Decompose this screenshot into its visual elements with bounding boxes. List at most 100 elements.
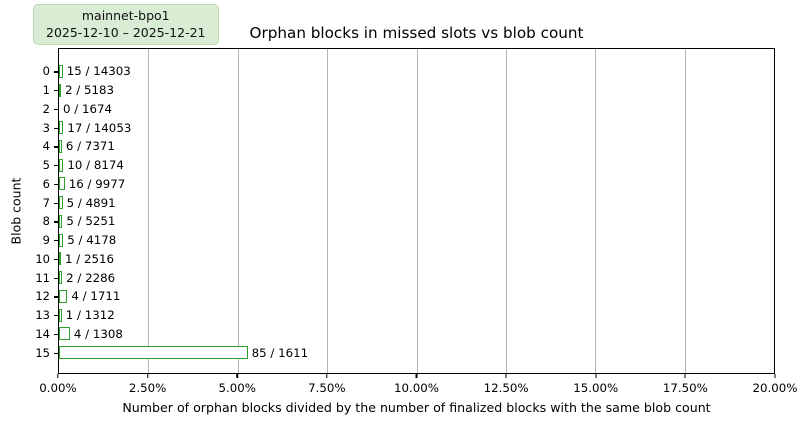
bar-row: 4 6 / 7371 [43,137,774,156]
bar-value-label: 0 / 1674 [63,101,113,116]
y-tick-label: 8 [42,214,50,229]
bar-value-label: 15 / 14303 [66,64,131,79]
bar-value-label: 16 / 9977 [68,176,126,191]
y-tick-label: 6 [42,176,50,191]
y-tick-label: 14 [35,326,50,341]
y-tick-mark [54,146,58,148]
bar-row: 14 4 / 1308 [35,325,774,344]
plot-area: 0 15 / 14303 1 2 / 5183 2 0 / 1674 3 17 / 14053… [35,48,775,374]
gridline [416,49,418,373]
gridline [684,49,686,373]
x-tick: 20.00% [752,374,798,395]
bar [59,64,63,78]
y-tick-label: 3 [42,120,50,135]
x-axis-label: Number of orphan blocks divided by the n… [122,400,711,415]
y-tick-mark [54,108,58,111]
bar [59,83,61,97]
bar-value-label: 85 / 1611 [251,345,309,360]
x-tick-mark [595,374,597,378]
x-tick-mark [774,374,776,378]
bar-row: 3 17 / 14053 [43,118,774,137]
badge-network-label: mainnet-bpo1 [81,8,170,23]
y-tick-label: 10 [35,251,50,266]
x-tick: 10.00% [394,374,439,395]
x-tick-mark [326,374,328,378]
x-tick: 12.50% [484,374,529,395]
x-tick-mark [505,374,507,378]
bar-value-label: 1 / 2516 [65,251,115,266]
x-tick-mark [147,374,149,378]
x-tick-mark [684,374,686,378]
bar [59,346,248,360]
bar-row: 5 10 / 8174 [43,156,774,175]
bar [59,177,65,191]
bar [59,196,63,210]
gridline [595,49,597,373]
y-tick-mark [54,315,58,317]
x-tick-mark [57,374,59,378]
bar [59,327,70,341]
y-tick-label: 5 [42,158,50,173]
bar-value-label: 6 / 7371 [65,139,115,154]
y-tick-label: 11 [35,270,50,285]
y-tick-label: 1 [42,83,50,98]
x-tick: 5.00% [219,374,256,395]
y-tick-label: 15 [35,345,50,360]
x-tick: 2.50% [129,374,166,395]
bar-value-label: 4 / 1711 [71,289,121,304]
bar-value-label: 4 / 1308 [73,326,123,341]
y-tick-label: 13 [35,308,50,323]
bar-row: 1 2 / 5183 [43,81,774,100]
x-tick-label: 20.00% [752,381,798,395]
bar [59,139,62,153]
bar-rows: 0 15 / 14303 1 2 / 5183 2 0 / 1674 3 17 / 14053… [35,49,774,373]
bar-row: 15 85 / 1611 [35,343,774,362]
gridline [505,49,507,373]
x-tick-label: 17.50% [662,381,708,395]
bar-row: 8 5 / 5251 [43,212,774,231]
bar-value-label: 2 / 5183 [65,83,115,98]
bar-row: 13 1 / 1312 [35,306,774,325]
bar-row: 9 5 / 4178 [43,231,774,250]
x-tick: 0.00% [39,374,77,395]
x-tick-label: 15.00% [573,381,619,395]
y-tick-mark [54,258,58,261]
y-tick-label: 7 [42,195,50,210]
y-tick-mark [54,277,58,279]
y-tick-mark [54,71,58,73]
gridline [237,49,239,373]
y-tick-label: 0 [42,64,50,79]
x-tick-label: 12.50% [483,381,529,395]
x-tick-mark [236,374,238,378]
bar [59,158,64,172]
gridline [327,49,329,373]
x-tick-label: 0.00% [39,381,77,395]
bar-row: 12 4 / 1711 [35,287,774,306]
bar [59,252,61,266]
badge-date-range: 2025-12-10 – 2025-12-21 [46,25,206,40]
bar-value-label: 5 / 4891 [66,195,116,210]
legend-badge: mainnet-bpo1 2025-12-10 – 2025-12-21 [33,4,219,45]
y-tick-mark [54,165,58,167]
y-tick-mark [54,183,58,186]
bar-value-label: 17 / 14053 [67,120,132,135]
bar [59,289,68,303]
bar-row: 11 2 / 2286 [35,268,774,287]
x-axis-ticks: 0.00% 2.50% 5.00% 7.50% 10.00% 12.50% 15.00% 17… [39,374,797,398]
y-tick-mark [54,296,58,298]
bar-value-label: 2 / 2286 [66,270,116,285]
chart-title: Orphan blocks in missed slots vs blob co… [249,24,584,42]
y-tick-mark [54,221,58,223]
y-tick-mark [54,202,58,204]
bar-value-label: 5 / 4178 [67,233,117,248]
gridline [148,49,150,373]
bar-row: 0 15 / 14303 [43,62,774,81]
x-tick-label: 7.50% [308,381,346,395]
bar-value-label: 10 / 8174 [67,158,124,173]
x-tick: 7.50% [308,374,346,395]
y-tick-label: 9 [42,233,50,248]
y-tick-mark [54,90,58,92]
bar [59,121,64,135]
y-axis-label: Blob count [8,177,24,245]
